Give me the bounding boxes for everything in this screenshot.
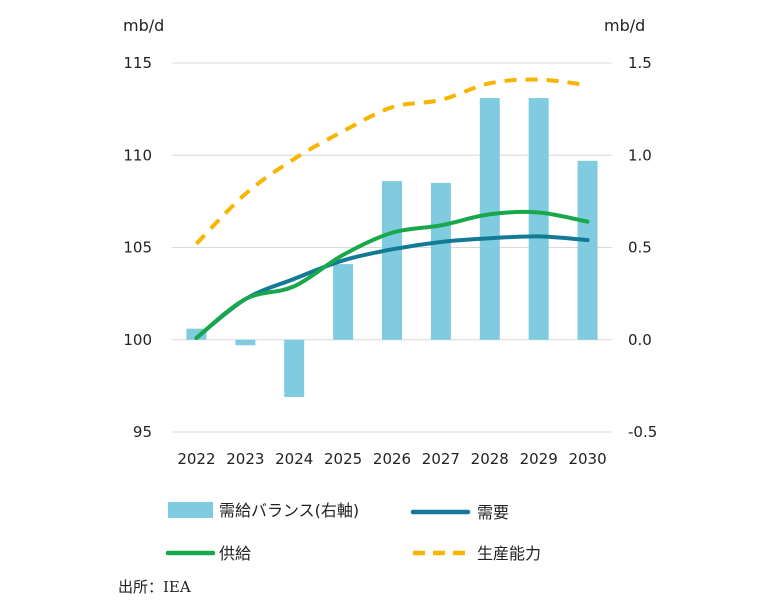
x-tick-label: 2027 <box>422 450 460 468</box>
x-tick-label: 2026 <box>373 450 411 468</box>
balance-bar <box>186 328 207 340</box>
x-tick-label: 2025 <box>324 450 362 468</box>
balance-bar <box>528 98 549 340</box>
series-lines <box>194 77 590 340</box>
x-tick-label: 2028 <box>471 450 509 468</box>
left-tick-label: 100 <box>123 331 152 349</box>
balance-bar <box>333 264 354 340</box>
balance-bar <box>479 98 500 340</box>
axis-ticks: 95 -0.5 100 0.0 105 0.5 110 1.0 115 1.5 2022 2023 20… <box>123 54 657 468</box>
legend-swatch-balance <box>168 502 213 518</box>
balance-bar <box>430 182 451 340</box>
demand-line <box>194 234 590 340</box>
legend-label-balance: 需給バランス(右軸) <box>219 501 359 520</box>
x-tick-label: 2030 <box>568 450 606 468</box>
balance-bar <box>382 181 402 340</box>
right-tick-label: 0.5 <box>628 239 652 257</box>
right-tick-label: 0.0 <box>628 331 652 349</box>
legend-label-demand: 需要 <box>477 503 509 522</box>
legend-label-supply: 供給 <box>219 544 251 563</box>
balance-bar <box>235 339 256 346</box>
right-tick-label: 1.0 <box>628 146 652 164</box>
right-tick-label: -0.5 <box>628 423 657 441</box>
left-tick-label: 115 <box>123 54 152 72</box>
balance-bars <box>186 98 598 397</box>
left-tick-label: 95 <box>133 423 152 441</box>
x-tick-label: 2022 <box>177 450 215 468</box>
balance-bar <box>577 160 598 340</box>
balance-bar <box>284 339 305 397</box>
legend: 需給バランス(右軸) 需要 供給 生産能力 <box>165 501 541 563</box>
right-axis-unit: mb/d <box>604 16 645 35</box>
x-tick-label: 2029 <box>520 450 558 468</box>
x-tick-label: 2023 <box>226 450 264 468</box>
legend-label-capacity: 生産能力 <box>477 544 541 563</box>
x-tick-label: 2024 <box>275 450 313 468</box>
left-tick-label: 105 <box>123 239 152 257</box>
left-tick-label: 110 <box>123 146 152 164</box>
supply-line <box>194 209 590 340</box>
left-axis-unit: mb/d <box>123 16 164 35</box>
source-note: 出所：IEA <box>118 578 191 596</box>
capacity-line <box>195 77 588 246</box>
right-tick-label: 1.5 <box>628 54 652 72</box>
